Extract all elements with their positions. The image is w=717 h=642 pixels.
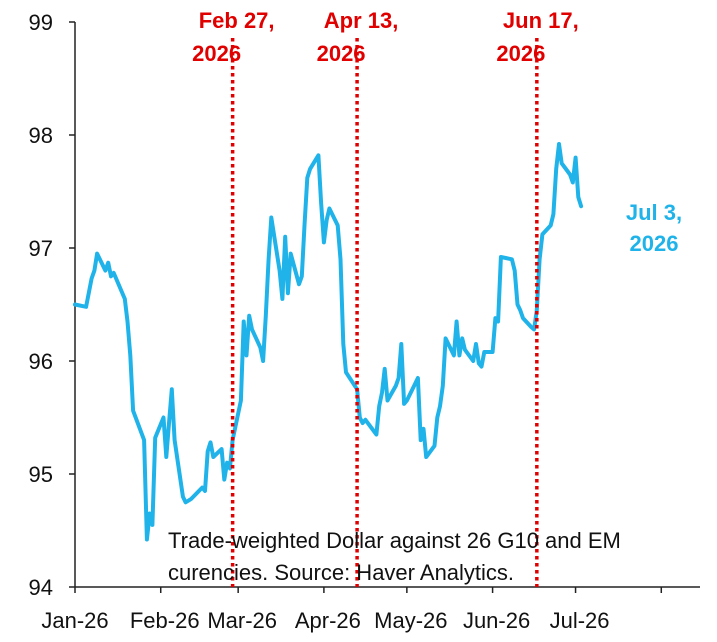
- x-tick-labels: Jan-26 Feb-26 Mar-26 Apr-26 May-26 Jun-2…: [41, 608, 609, 633]
- event-label-jun17: Jun 17,: [503, 8, 579, 33]
- event-label-feb27: Feb 27,: [199, 8, 275, 33]
- x-tick-label-jul: Jul-26: [550, 608, 610, 633]
- axes: [74, 22, 700, 588]
- x-tick-label-jan: Jan-26: [41, 608, 108, 633]
- event-label-apr13-year: 2026: [317, 41, 366, 66]
- x-tick-label-mar: Mar-26: [207, 608, 277, 633]
- event-label-feb27-year: 2026: [192, 41, 241, 66]
- event-markers: Feb 27, 2026 Apr 13, 2026 Jun 17, 2026: [192, 8, 579, 587]
- y-tick-labels: 94 95 96 97 98 99: [29, 10, 53, 600]
- source-note-line-2: curencies. Source: Haver Analytics.: [168, 560, 514, 585]
- x-tick-label-may: May-26: [374, 608, 447, 633]
- y-tick-label-98: 98: [29, 123, 53, 148]
- y-tick-label-94: 94: [29, 575, 53, 600]
- x-tick-label-feb: Feb-26: [130, 608, 200, 633]
- dollar-index-line: [73, 142, 584, 542]
- end-date-label: Jul 3,: [626, 200, 682, 225]
- y-tick-label-99: 99: [29, 10, 53, 35]
- x-tick-label-apr: Apr-26: [295, 608, 361, 633]
- source-note-line-1: Trade-weighted Dollar against 26 G10 and…: [168, 528, 621, 553]
- y-tick-label-95: 95: [29, 462, 53, 487]
- event-label-apr13: Apr 13,: [324, 8, 399, 33]
- y-tick-marks: [69, 21, 75, 588]
- y-tick-label-97: 97: [29, 236, 53, 261]
- x-tick-label-jun: Jun-26: [463, 608, 530, 633]
- event-label-jun17-year: 2026: [496, 41, 545, 66]
- x-tick-marks: [74, 587, 663, 593]
- y-tick-label-96: 96: [29, 349, 53, 374]
- end-date-label-year: 2026: [630, 231, 679, 256]
